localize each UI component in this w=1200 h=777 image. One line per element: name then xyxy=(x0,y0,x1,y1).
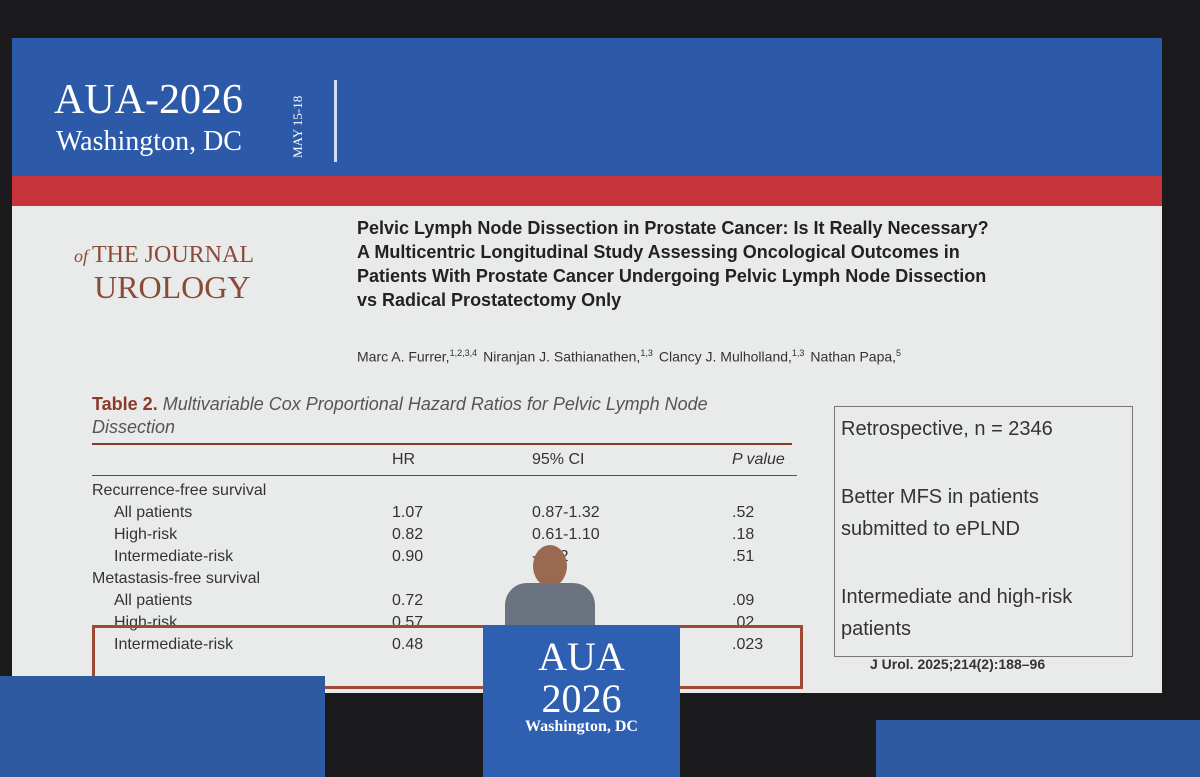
highlight-box xyxy=(92,625,803,689)
year: 2026 xyxy=(159,77,243,123)
divider xyxy=(334,80,337,162)
table-header: HR 95% CI P value xyxy=(92,445,797,476)
table-row: High-risk 0.82 0.61-1.10 .18 xyxy=(92,526,797,548)
row-label: High-risk xyxy=(114,526,178,543)
table-cell: 0.61-1.10 xyxy=(532,526,600,543)
row-label: Intermediate-risk xyxy=(114,548,234,565)
column-header: 95% CI xyxy=(532,451,585,468)
podium-conference: AUA xyxy=(538,634,625,679)
table-cell: 1.07 xyxy=(392,504,424,521)
section-label: Recurrence-free survival xyxy=(92,482,267,499)
notes-box: Retrospective, n = 2346 Better MFS in pat… xyxy=(834,406,1133,657)
table-row: Recurrence-free survival xyxy=(92,482,797,504)
citation: J Urol. 2025;214(2):188–96 xyxy=(870,656,1046,672)
dates: MAY 15-18 xyxy=(290,95,305,158)
table-cell: 0.82 xyxy=(392,526,424,543)
table-row: Intermediate-risk 0.48 .023 xyxy=(92,636,797,658)
table-cell: .52 xyxy=(732,504,755,521)
journal-line1: THE JOURNAL xyxy=(92,242,255,268)
panel-desk xyxy=(0,676,325,777)
author-affil: 1,3 xyxy=(640,348,653,358)
note: Retrospective, n = 2346 xyxy=(841,418,1053,440)
table-cell: 0.48 xyxy=(392,636,424,653)
slide-header: AUA-2026 Washington, DC MAY 15-18 xyxy=(12,38,1162,178)
table-label: Table 2. xyxy=(92,394,158,414)
table-cell: .09 xyxy=(732,592,755,609)
conference-logo: AUA-2026 xyxy=(54,77,243,123)
note: Intermediate and high-risk patients xyxy=(841,586,1073,640)
author-name: Niranjan J. Sathianathen, xyxy=(483,348,641,365)
table-cell: .51 xyxy=(732,548,755,565)
table-cell: 0.72 xyxy=(392,592,424,609)
author-affil: 5 xyxy=(896,348,902,358)
row-label: All patients xyxy=(114,504,193,521)
table-cell: 0.90 xyxy=(392,548,424,565)
slide: AUA-2026 Washington, DC MAY 15-18 of THE… xyxy=(12,38,1162,693)
podium: AUA 2026 Washington, DC xyxy=(483,625,680,777)
table-cell: .023 xyxy=(732,636,764,653)
side-desk xyxy=(876,720,1200,777)
row-label: Intermediate-risk xyxy=(114,636,234,653)
red-stripe xyxy=(12,176,1162,206)
table-row: All patients 1.07 0.87-1.32 .52 xyxy=(92,504,797,526)
table-cell: .18 xyxy=(732,526,755,543)
table-title: Multivariable Cox Proportional Hazard Ra… xyxy=(92,394,708,437)
journal-logo: of THE JOURNAL UROLOGY xyxy=(74,242,254,306)
row-label: All patients xyxy=(114,592,193,609)
table-caption: Table 2. Multivariable Cox Proportional … xyxy=(92,393,792,445)
author-affil: 1,2,3,4 xyxy=(449,348,478,358)
section-label: Metastasis-free survival xyxy=(92,570,261,587)
speaker xyxy=(505,545,595,633)
column-header: HR xyxy=(392,451,416,468)
podium-year: 2026 xyxy=(541,676,622,721)
authors: Marc A. Furrer,1,2,3,4 Niranjan J. Sathia… xyxy=(357,348,907,365)
note: Better MFS in patients submitted to ePLN… xyxy=(841,486,1039,540)
journal-prefix: of xyxy=(74,246,89,266)
podium-city: Washington, DC xyxy=(525,718,638,735)
author-name: Clancy J. Mulholland, xyxy=(658,348,792,365)
author-name: Nathan Papa, xyxy=(810,348,897,365)
journal-line2: UROLOGY xyxy=(94,269,251,305)
author-affil: 1,3 xyxy=(791,348,805,358)
table: Table 2. Multivariable Cox Proportional … xyxy=(92,393,803,689)
table-cell: 0.87-1.32 xyxy=(532,504,600,521)
column-header: P value xyxy=(732,451,785,468)
conference: AUA xyxy=(54,77,145,123)
article-title: Pelvic Lymph Node Dissection in Prostate… xyxy=(357,218,989,310)
author-name: Marc A. Furrer, xyxy=(357,348,450,365)
city: Washington, DC xyxy=(56,126,242,157)
table-row: Metastasis-free survival xyxy=(92,570,797,592)
